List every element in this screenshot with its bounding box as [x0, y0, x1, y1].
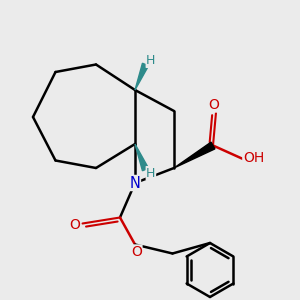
Polygon shape [135, 144, 148, 171]
Polygon shape [174, 142, 215, 168]
Text: OH: OH [243, 151, 264, 164]
Text: N: N [130, 176, 140, 190]
Polygon shape [135, 63, 148, 90]
Text: H: H [146, 167, 156, 180]
Text: O: O [208, 98, 219, 112]
Text: H: H [146, 54, 156, 68]
Text: O: O [131, 245, 142, 259]
Text: O: O [70, 218, 80, 232]
